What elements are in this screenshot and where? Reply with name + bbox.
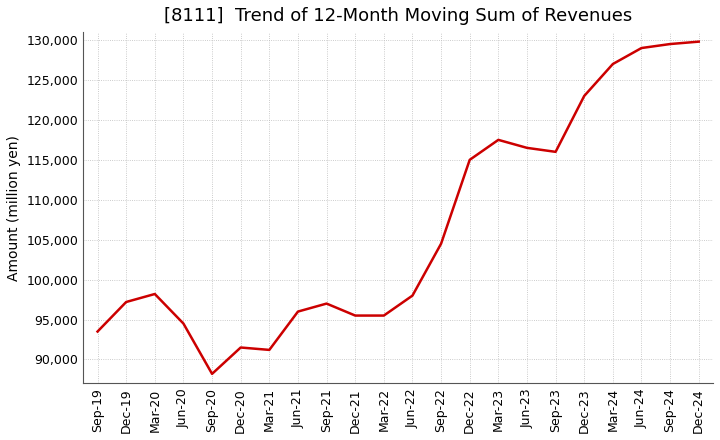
Y-axis label: Amount (million yen): Amount (million yen) — [7, 135, 21, 281]
Title: [8111]  Trend of 12-Month Moving Sum of Revenues: [8111] Trend of 12-Month Moving Sum of R… — [164, 7, 632, 25]
